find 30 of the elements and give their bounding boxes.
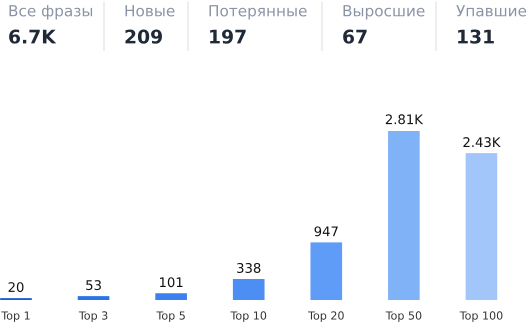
text: Потерянные [210, 5, 307, 20]
x-tick-label: Top 50 [386, 311, 422, 322]
x-tick-label: Top 10 [230, 311, 266, 322]
x-tick-label: Top 1 [1, 311, 30, 322]
bar [155, 293, 187, 300]
bar [466, 153, 498, 300]
text: 131 [458, 29, 494, 44]
text: 6.7K [9, 30, 56, 44]
data-label: 2.81K [386, 114, 424, 124]
data-label: 101 [160, 277, 183, 288]
text: 197 [210, 30, 246, 44]
bar [78, 296, 110, 300]
data-label: 338 [237, 262, 260, 273]
bar [310, 242, 342, 300]
x-tick-label: Top 20 [308, 311, 344, 322]
bar [232, 278, 265, 300]
text: 67 [343, 30, 367, 44]
x-tick-label: Top 100 [460, 311, 502, 322]
bar [388, 131, 420, 300]
x-tick-label: Top 3 [78, 311, 108, 322]
text: Выросшие [344, 5, 424, 20]
text: 209 [125, 29, 162, 44]
text: Все фразы [10, 5, 92, 20]
data-label: 20 [8, 282, 24, 292]
data-label: 947 [314, 226, 338, 236]
data-label: 2.43K [463, 137, 501, 148]
text: Новые [126, 5, 174, 17]
text: Упавшие [456, 5, 526, 17]
x-tick-label: Top 5 [156, 311, 185, 322]
data-label: 53 [86, 280, 101, 290]
